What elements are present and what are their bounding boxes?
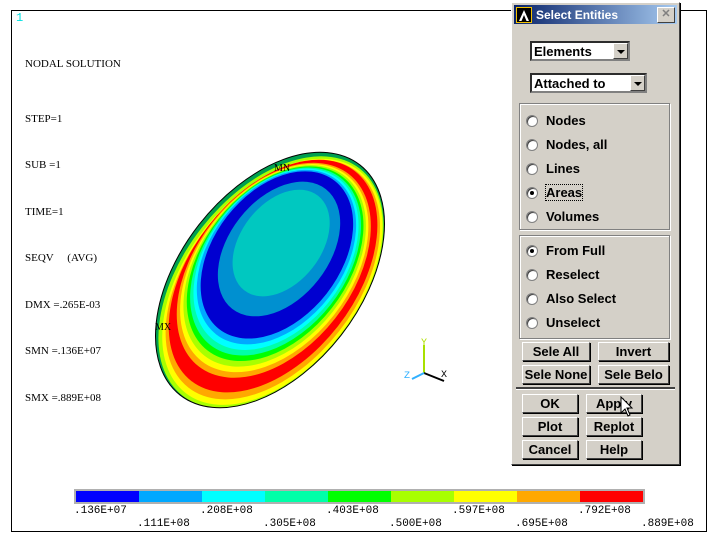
- radio-also-select[interactable]: Also Select: [526, 291, 616, 306]
- legend-label: .792E+08: [578, 505, 631, 517]
- solution-info: NODAL SOLUTION STEP=1 SUB =1 TIME=1 SEQV…: [25, 26, 121, 422]
- radio-label: Nodes, all: [546, 137, 608, 152]
- mouse-cursor-icon: [620, 396, 634, 417]
- info-time: TIME=1: [25, 205, 64, 218]
- radio-areas[interactable]: Areas: [526, 184, 584, 201]
- dialog-titlebar[interactable]: Select Entities ✕: [514, 5, 677, 24]
- radio-label: Volumes: [546, 209, 600, 224]
- radio-icon[interactable]: [526, 292, 538, 305]
- selection-mode-group: From Full Reselect Also Select Unselect: [519, 235, 670, 339]
- dialog-title: Select Entities: [536, 7, 619, 22]
- close-icon: ✕: [661, 7, 671, 20]
- radio-from-full[interactable]: From Full: [526, 243, 605, 258]
- entity-type-select[interactable]: Elements: [530, 41, 630, 61]
- contour-plot: MN MX: [155, 151, 385, 409]
- legend-swatch: [76, 491, 139, 502]
- z-axis-label: Z: [404, 371, 410, 382]
- legend-label: .305E+08: [263, 518, 316, 530]
- legend-label: .597E+08: [452, 505, 505, 517]
- legend-label: .136E+07: [74, 505, 127, 517]
- radio-nodes-all[interactable]: Nodes, all: [526, 137, 607, 152]
- radio-icon[interactable]: [526, 316, 538, 329]
- radio-label: Nodes: [546, 113, 586, 128]
- radio-icon-selected[interactable]: [526, 186, 538, 199]
- close-button[interactable]: ✕: [657, 6, 675, 23]
- radio-label: Lines: [546, 161, 580, 176]
- radio-lines[interactable]: Lines: [526, 161, 580, 176]
- legend-swatch: [265, 491, 328, 502]
- cancel-button[interactable]: Cancel: [522, 440, 578, 459]
- radio-label: Areas: [544, 184, 584, 201]
- x-axis-label: X: [441, 370, 447, 381]
- radio-icon[interactable]: [526, 210, 538, 223]
- criterion-value: Attached to: [534, 75, 606, 91]
- radio-icon[interactable]: [526, 268, 538, 281]
- info-title: NODAL SOLUTION: [25, 58, 121, 70]
- info-smn: SMN =.136E+07: [25, 345, 101, 357]
- radio-icon-selected[interactable]: [526, 244, 538, 257]
- info-step: STEP=1: [25, 112, 63, 125]
- chevron-down-icon[interactable]: [630, 75, 645, 91]
- radio-volumes[interactable]: Volumes: [526, 209, 599, 224]
- chevron-down-icon[interactable]: [613, 43, 628, 59]
- radio-unselect[interactable]: Unselect: [526, 315, 600, 330]
- select-entities-dialog: Select Entities ✕ Elements Attached to N…: [511, 2, 680, 465]
- radio-label: Unselect: [546, 315, 601, 330]
- contour-legend: .136E+07 .111E+08 .208E+08 .305E+08 .403…: [74, 489, 694, 534]
- legend-label: .889E+08: [641, 518, 694, 530]
- criterion-select[interactable]: Attached to: [530, 73, 647, 93]
- y-axis-label: Y: [421, 338, 427, 349]
- legend-label: .500E+08: [389, 518, 442, 530]
- legend-label: .111E+08: [137, 518, 190, 530]
- legend-swatch: [328, 491, 391, 502]
- info-seqv: SEQV (AVG): [25, 252, 98, 264]
- info-smx: SMX =.889E+08: [25, 391, 101, 404]
- window-number: 1: [16, 11, 24, 25]
- max-label: MX: [155, 322, 172, 333]
- sele-none-button[interactable]: Sele None: [522, 365, 590, 384]
- legend-swatch: [517, 491, 580, 502]
- sele-all-button[interactable]: Sele All: [522, 342, 590, 361]
- replot-button[interactable]: Replot: [586, 417, 642, 436]
- radio-icon[interactable]: [526, 138, 538, 151]
- radio-reselect[interactable]: Reselect: [526, 267, 599, 282]
- min-label: MN: [274, 163, 290, 174]
- radio-label: From Full: [546, 243, 606, 258]
- plot-button[interactable]: Plot: [522, 417, 578, 436]
- info-dmx: DMX =.265E-03: [25, 298, 101, 311]
- ok-button[interactable]: OK: [522, 394, 578, 413]
- info-sub: SUB =1: [25, 159, 61, 171]
- legend-swatch: [391, 491, 454, 502]
- help-button[interactable]: Help: [586, 440, 642, 459]
- legend-color-bar: [74, 489, 645, 504]
- axis-triad: Y X Z: [404, 338, 447, 382]
- attach-options-group: Nodes Nodes, all Lines Areas Volumes: [519, 103, 670, 230]
- radio-label: Reselect: [546, 267, 600, 282]
- radio-label: Also Select: [546, 291, 617, 306]
- legend-label: .695E+08: [515, 518, 568, 530]
- legend-swatch: [202, 491, 265, 502]
- button-divider: [516, 387, 675, 390]
- legend-swatch: [580, 491, 643, 502]
- ansys-logo-icon: [516, 6, 532, 23]
- legend-swatch: [139, 491, 202, 502]
- entity-type-value: Elements: [534, 43, 592, 59]
- invert-button[interactable]: Invert: [598, 342, 669, 361]
- legend-labels: .136E+07 .111E+08 .208E+08 .305E+08 .403…: [74, 504, 694, 534]
- legend-label: .403E+08: [326, 505, 379, 517]
- legend-label: .208E+08: [200, 505, 253, 517]
- sele-belo-button[interactable]: Sele Belo: [598, 365, 669, 384]
- radio-icon[interactable]: [526, 162, 538, 175]
- legend-swatch: [454, 491, 517, 502]
- radio-nodes[interactable]: Nodes: [526, 113, 586, 128]
- radio-icon[interactable]: [526, 114, 538, 127]
